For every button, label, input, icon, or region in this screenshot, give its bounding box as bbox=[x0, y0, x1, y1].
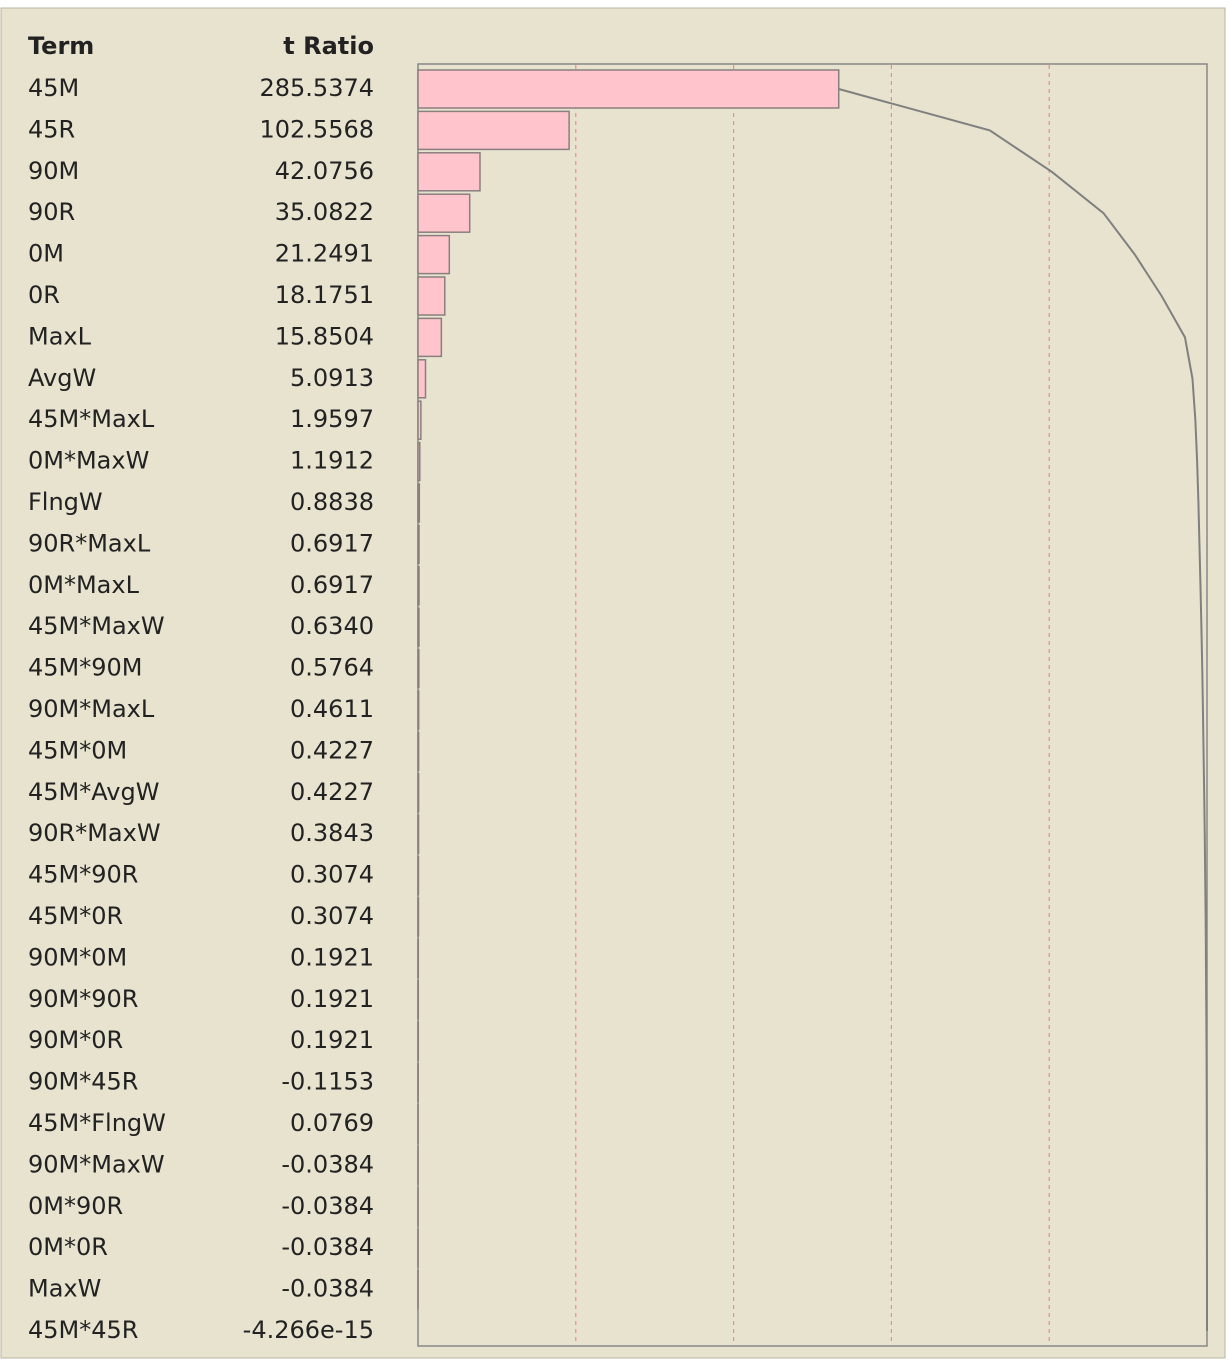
t-ratio-label: 15.8504 bbox=[275, 322, 374, 350]
term-label: 0M*MaxL bbox=[28, 571, 140, 599]
term-label: 0R bbox=[28, 281, 60, 309]
t-ratio-label: -0.0384 bbox=[281, 1233, 374, 1261]
t-ratio-label: 0.1921 bbox=[290, 985, 374, 1013]
term-label: 90M*MaxL bbox=[28, 695, 155, 723]
bar bbox=[417, 690, 420, 730]
bar bbox=[417, 110, 570, 151]
t-ratio-label: 0.6917 bbox=[290, 529, 374, 557]
column-header: Term bbox=[28, 32, 94, 60]
cumulative-curve bbox=[838, 88, 1209, 1331]
column-header: t Ratio bbox=[283, 32, 374, 60]
term-label: FlngW bbox=[28, 488, 103, 516]
t-ratio-label: 0.0769 bbox=[290, 1109, 374, 1137]
bar bbox=[417, 773, 420, 813]
term-label: 45M*MaxW bbox=[28, 612, 165, 640]
term-label: 90M*0R bbox=[28, 1026, 123, 1054]
bar bbox=[417, 607, 420, 647]
t-ratio-label: -0.0384 bbox=[281, 1275, 374, 1303]
term-label: 45M*MaxL bbox=[28, 405, 155, 433]
t-ratio-label: 18.1751 bbox=[275, 281, 374, 309]
t-ratio-label: 0.6340 bbox=[290, 612, 374, 640]
bar bbox=[417, 276, 446, 316]
bar bbox=[417, 483, 421, 523]
bar bbox=[417, 152, 481, 192]
bar bbox=[417, 566, 420, 606]
term-label: 45M*AvgW bbox=[28, 778, 159, 806]
term-label: 45M*0R bbox=[28, 902, 123, 930]
term-label: AvgW bbox=[28, 364, 96, 392]
term-label: 0M*0R bbox=[28, 1233, 108, 1261]
bar bbox=[417, 193, 471, 233]
bar bbox=[417, 814, 420, 854]
t-ratio-label: 0.6917 bbox=[290, 571, 374, 599]
term-label: 0M bbox=[28, 240, 64, 268]
term-label: 90R bbox=[28, 198, 75, 226]
term-label: 45M*90R bbox=[28, 861, 138, 889]
term-label: 45M*90M bbox=[28, 654, 143, 682]
term-label: 45M*FlngW bbox=[28, 1109, 166, 1137]
t-ratio-label: 21.2491 bbox=[275, 240, 374, 268]
term-label: 45M*0M bbox=[28, 736, 127, 764]
t-ratio-label: 0.3074 bbox=[290, 902, 374, 930]
t-ratio-label: 0.4227 bbox=[290, 736, 374, 764]
t-ratio-label: 0.8838 bbox=[290, 488, 374, 516]
t-ratio-label: 285.5374 bbox=[259, 74, 374, 102]
term-label: 90M*90R bbox=[28, 985, 138, 1013]
term-label: 45R bbox=[28, 115, 75, 143]
t-ratio-label: 0.5764 bbox=[290, 654, 374, 682]
t-ratio-label: 35.0822 bbox=[275, 198, 374, 226]
bar bbox=[417, 69, 840, 109]
t-ratio-label: -0.0384 bbox=[281, 1150, 374, 1178]
t-ratio-label: 1.1912 bbox=[290, 447, 374, 475]
t-ratio-label: -0.1153 bbox=[281, 1068, 374, 1096]
t-ratio-label: 1.9597 bbox=[290, 405, 374, 433]
bar bbox=[417, 400, 422, 440]
bar bbox=[417, 524, 420, 565]
term-label: 90M bbox=[28, 157, 79, 185]
bar bbox=[417, 441, 421, 482]
term-label: MaxL bbox=[28, 322, 92, 350]
bar bbox=[417, 731, 420, 772]
term-label: 45M bbox=[28, 74, 79, 102]
t-ratio-label: 0.1921 bbox=[290, 943, 374, 971]
term-label: 90M*MaxW bbox=[28, 1150, 165, 1178]
t-ratio-label: 0.1921 bbox=[290, 1026, 374, 1054]
t-ratio-label: 0.4611 bbox=[290, 695, 374, 723]
t-ratio-label: 0.4227 bbox=[290, 778, 374, 806]
term-label: 90R*MaxL bbox=[28, 529, 151, 557]
term-label: 90M*45R bbox=[28, 1068, 138, 1096]
t-ratio-label: 5.0913 bbox=[290, 364, 374, 392]
t-ratio-label: 102.5568 bbox=[259, 115, 374, 143]
t-ratio-label: 0.3074 bbox=[290, 861, 374, 889]
term-label: 90R*MaxW bbox=[28, 819, 161, 847]
t-ratio-label: 0.3843 bbox=[290, 819, 374, 847]
term-label: 90M*0M bbox=[28, 943, 127, 971]
bar bbox=[417, 648, 420, 689]
bar bbox=[417, 234, 451, 275]
t-ratio-label: 42.0756 bbox=[275, 157, 374, 185]
bar bbox=[417, 359, 427, 399]
term-label: 0M*90R bbox=[28, 1192, 123, 1220]
term-label: 0M*MaxW bbox=[28, 447, 149, 475]
t-ratio-label: -4.266e-15 bbox=[243, 1316, 374, 1344]
panel-background bbox=[0, 7, 1226, 1359]
term-label: 45M*45R bbox=[28, 1316, 138, 1344]
bar bbox=[417, 317, 443, 358]
term-label: MaxW bbox=[28, 1275, 101, 1303]
t-ratio-label: -0.0384 bbox=[281, 1192, 374, 1220]
